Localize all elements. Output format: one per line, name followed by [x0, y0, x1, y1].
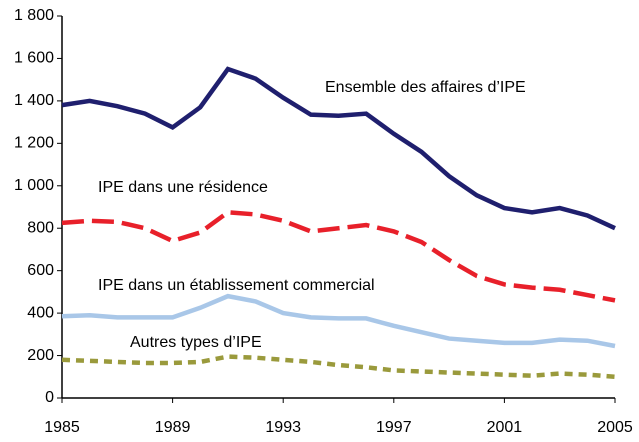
x-tick-label: 1989 — [155, 419, 191, 436]
series-label: IPE dans un établissement commercial — [98, 277, 375, 294]
y-tick-label: 1 200 — [14, 135, 54, 152]
series-line — [61, 293, 616, 349]
series-line — [61, 66, 616, 231]
x-tick-label: 1993 — [265, 419, 301, 436]
x-tick-label: 1997 — [376, 419, 412, 436]
series-line — [61, 354, 616, 380]
y-tick-label: 400 — [27, 304, 54, 321]
y-tick-label: 800 — [27, 219, 54, 236]
y-tick-label: 600 — [27, 262, 54, 279]
series-label: IPE dans une résidence — [98, 179, 268, 196]
y-tick-label: 200 — [27, 347, 54, 364]
y-tick-label: 1 800 — [14, 7, 54, 24]
series-label: Autres types d’IPE — [130, 334, 262, 351]
x-tick-label: 2005 — [597, 419, 633, 436]
series-line — [61, 209, 616, 303]
y-tick-label: 1 600 — [14, 50, 54, 67]
x-tick-label: 2001 — [487, 419, 523, 436]
y-tick-label: 1 000 — [14, 177, 54, 194]
x-tick-label: 1985 — [44, 419, 80, 436]
y-tick-label: 0 — [45, 389, 54, 406]
y-tick-label: 1 400 — [14, 92, 54, 109]
series-label: Ensemble des affaires d’IPE — [325, 79, 526, 96]
